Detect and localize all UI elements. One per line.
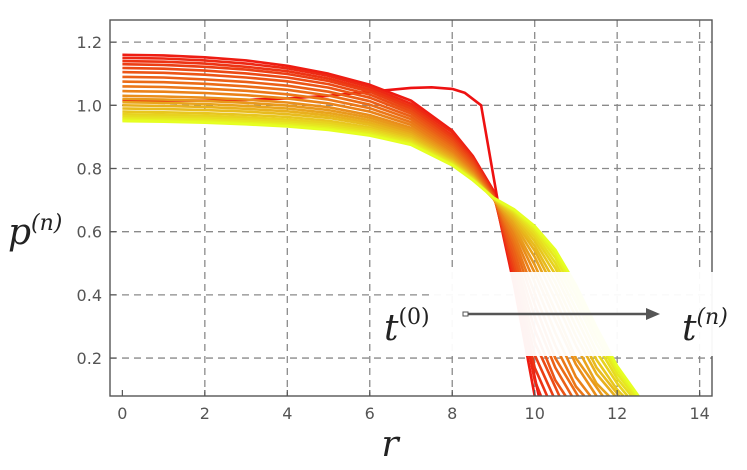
y-axis-label-base: p [8,212,31,253]
time-arrow-head [646,308,660,320]
x-axis-label: r [381,424,400,465]
annotation-t0-sup: (0) [398,305,429,330]
y-tick-label: 0.6 [77,223,102,242]
y-tick-label: 0.8 [77,160,102,179]
y-tick-label: 0.2 [77,349,102,368]
x-tick-label: 12 [607,404,627,423]
annotation-tn: t(n) [682,305,728,349]
annotation-tn-sup: (n) [696,305,727,330]
plot-border [109,19,713,397]
time-arrow-start-marker [462,311,469,317]
y-tick-label: 1.2 [77,33,102,52]
series-line-5 [122,66,561,397]
x-tick-label: 4 [282,404,292,423]
series-line-4 [122,62,555,397]
x-tick-label: 2 [200,404,210,423]
tick-labels: 0 2 4 6 8 10 12 14 0.2 0.4 0.6 0.8 1.0 1.2 [77,33,710,423]
x-tick-label: 14 [689,404,709,423]
series-line-3 [122,59,549,397]
time-arrow-annotation: t(0) t(n) [384,272,728,356]
x-tick-label: 10 [525,404,545,423]
plot-frame [0,19,747,470]
bottom-mask [0,396,747,470]
y-tick-label: 0.4 [77,286,102,305]
annotation-t0: t(0) [384,305,430,349]
y-tick-label: 1.0 [77,96,102,115]
x-tick-label: 8 [447,404,457,423]
x-tick-label: 6 [365,404,375,423]
annotation-tn-base: t [682,308,697,349]
y-axis-label-sup: (n) [31,211,62,236]
y-axis-label: p(n) [8,211,62,253]
x-tick-label: 0 [117,404,127,423]
annotation-t0-base: t [384,308,399,349]
